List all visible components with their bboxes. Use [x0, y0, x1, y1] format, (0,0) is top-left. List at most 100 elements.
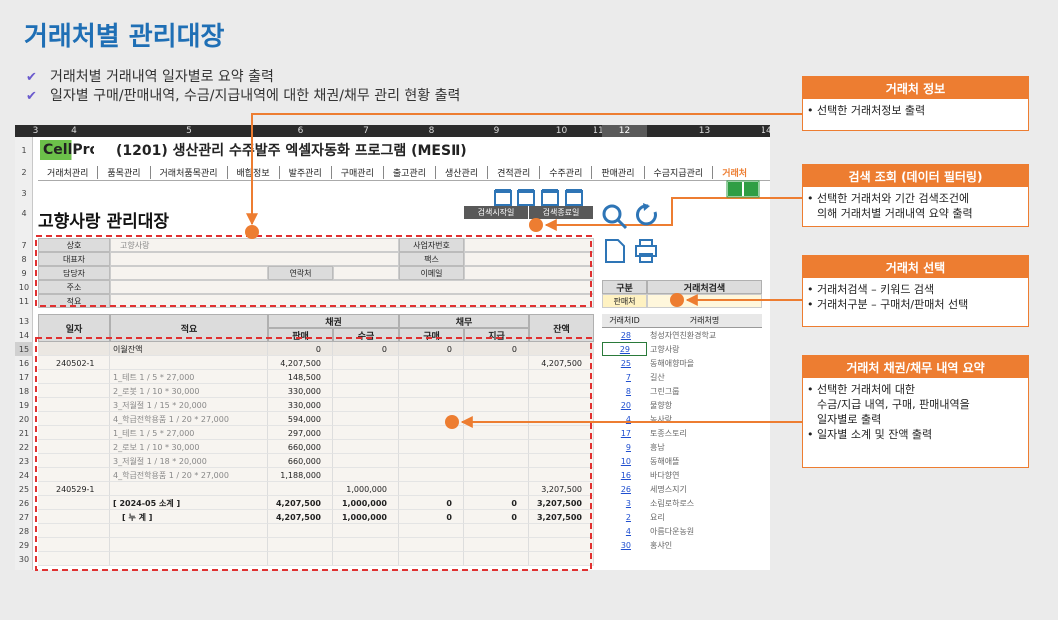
- table-cell: [464, 426, 529, 440]
- list-id[interactable]: 9: [625, 442, 631, 452]
- menu-item[interactable]: 거래처: [722, 169, 748, 179]
- info-value: [464, 266, 594, 280]
- table-cell: [399, 468, 464, 482]
- table-cell: [464, 356, 529, 370]
- column-header: 4: [71, 126, 77, 136]
- column-header: 10: [555, 126, 568, 136]
- list-id[interactable]: 30: [620, 540, 631, 550]
- list-id[interactable]: 10: [620, 456, 631, 466]
- memo-cell: 4_학급전학용품 1 / 20 * 27,000: [113, 470, 229, 480]
- amount-cell: 297,000: [287, 428, 321, 438]
- menu-item[interactable]: 품목관리: [98, 166, 151, 179]
- list-id[interactable]: 25: [620, 358, 631, 368]
- list-name: 그린그룹: [650, 386, 680, 396]
- table-cell: [464, 454, 529, 468]
- row-number: 21: [18, 428, 30, 438]
- table-cell: [38, 412, 110, 426]
- info-value: [464, 252, 594, 266]
- callout-title: 거래처 채권/채무 내역 요약: [803, 356, 1028, 378]
- bullet-text: 거래처별 거래내역 일자별로 요약 출력: [50, 68, 274, 85]
- table-cell: [38, 538, 110, 552]
- menu-item[interactable]: 출고관리: [384, 166, 436, 179]
- info-label: 이메일: [399, 266, 464, 280]
- list-name: 토종스토리: [650, 428, 687, 438]
- date-button[interactable]: 검색시작일: [464, 206, 528, 219]
- list-name: 바다향연: [650, 470, 680, 480]
- list-name: 소림로하로스: [650, 498, 695, 508]
- list-id[interactable]: 3: [625, 498, 631, 508]
- callout: 검색 조회 (데이터 필터링) • 선택한 거래처와 기간 검색조건에 의해 거래처…: [802, 164, 1029, 227]
- date-cell: 240502-1: [56, 358, 95, 368]
- callout-line: • 선택한 거래처와 기간 검색조건에: [807, 191, 970, 205]
- list-id[interactable]: 8: [625, 386, 631, 396]
- date-button[interactable]: 검색종료일: [529, 206, 593, 219]
- menu-item[interactable]: 견적관리: [488, 166, 541, 179]
- table-cell: [464, 412, 529, 426]
- table-cell: [38, 524, 110, 538]
- column-header: 6: [297, 126, 304, 136]
- callout: 거래처 채권/채무 내역 요약 • 선택한 거래처에 대한 수금/지급 내역, 구매…: [802, 355, 1029, 468]
- list-name: 농사랑: [650, 414, 673, 424]
- callout-line: • 선택한 거래처에 대한: [807, 382, 916, 396]
- menu-item[interactable]: 발주관리: [280, 166, 332, 179]
- table-cell: [529, 398, 594, 412]
- table-header: 일자: [38, 314, 110, 342]
- menu-item[interactable]: 거래처관리: [38, 166, 99, 179]
- list-name: 고향사랑: [650, 344, 680, 354]
- column-header: 3: [33, 126, 38, 136]
- table-cell: [529, 538, 594, 552]
- menu-item[interactable]: 수주관리: [540, 166, 593, 179]
- row-number: 3: [21, 188, 27, 198]
- search-input[interactable]: [647, 294, 762, 308]
- list-id[interactable]: 4: [625, 526, 631, 536]
- table-cell: [110, 482, 268, 496]
- row-number: 25: [18, 484, 30, 494]
- memo-cell: 4_학급전학용품 1 / 20 * 27,000: [113, 414, 229, 424]
- amount-cell: 660,000: [287, 442, 321, 452]
- list-id[interactable]: 17: [620, 428, 631, 438]
- table-cell: [399, 454, 464, 468]
- type-select[interactable]: 판매처: [602, 294, 647, 308]
- bullet-text: 일자별 구매/판매내역, 수금/지급내역에 대한 채권/채무 관리 현황 출력: [50, 87, 461, 104]
- table-cell: [268, 538, 333, 552]
- menu-item[interactable]: 판매관리: [592, 166, 645, 179]
- column-header: 9: [493, 126, 500, 136]
- menu-item[interactable]: 수금지급관리: [645, 166, 714, 179]
- memo-cell: [ 누 계 ]: [122, 512, 153, 522]
- info-value: [110, 280, 594, 294]
- row-number: 26: [18, 498, 30, 508]
- list-id[interactable]: 26: [620, 484, 631, 494]
- row-number: 17: [18, 372, 30, 382]
- row-number: 27: [18, 512, 30, 522]
- menu-item[interactable]: 구매관리: [332, 166, 384, 179]
- menu-item[interactable]: 거래처품목관리: [151, 166, 228, 179]
- row-number: 4: [21, 208, 27, 218]
- menu-item[interactable]: 생산관리: [436, 166, 489, 179]
- callout-line: • 선택한 거래처정보 출력: [807, 103, 926, 117]
- memo-cell: 3_저월절 1 / 15 * 20,000: [113, 400, 207, 410]
- table-cell: [464, 538, 529, 552]
- callout-title: 거래처 선택: [803, 256, 1028, 278]
- list-id[interactable]: 20: [620, 400, 631, 410]
- callout-title: 거래처 정보: [803, 77, 1028, 99]
- info-value: [110, 252, 399, 266]
- table-cell: [529, 342, 594, 356]
- table-cell: [333, 412, 399, 426]
- row-number: 16: [18, 358, 30, 368]
- list-name: 동해애향마을: [650, 358, 695, 368]
- amount-cell: 1,000,000: [341, 498, 387, 508]
- list-id[interactable]: 28: [620, 330, 631, 340]
- list-id[interactable]: 16: [620, 470, 631, 480]
- table-cell: [529, 440, 594, 454]
- menu-item[interactable]: 배합정보: [228, 166, 280, 179]
- table-subheader: 지급: [464, 328, 529, 342]
- list-id[interactable]: 7: [625, 372, 631, 382]
- table-cell: [529, 412, 594, 426]
- list-id[interactable]: 29: [602, 342, 647, 356]
- amount-cell: 4,207,500: [275, 512, 321, 522]
- amount-cell: 3,207,500: [536, 512, 582, 522]
- list-id[interactable]: 2: [625, 512, 631, 522]
- row-number: 13: [18, 316, 30, 326]
- table-cell: [38, 370, 110, 384]
- list-id[interactable]: 4: [625, 414, 631, 424]
